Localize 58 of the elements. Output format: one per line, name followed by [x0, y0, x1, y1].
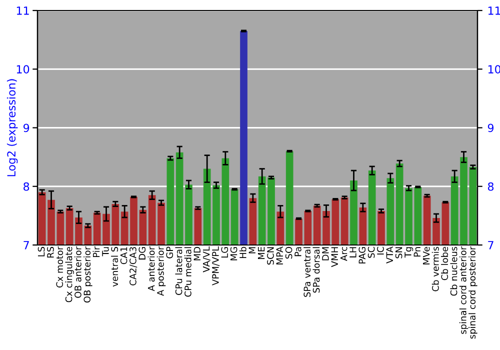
x-tick-label: RS — [47, 246, 54, 258]
x-tick-label: CPu medial — [184, 247, 192, 297]
x-tick-label: spinal cord anterior — [459, 246, 468, 334]
y2-tick-label: 7 — [488, 241, 494, 250]
x-tick-label: SCN — [267, 247, 274, 265]
x-tick-label: Tu — [102, 247, 109, 256]
x-tick-label: VA/VL — [202, 246, 210, 272]
x-tick-label: SC — [368, 246, 375, 258]
x-tick-label: Hb — [239, 246, 246, 258]
x-tick-label: Pn — [414, 247, 420, 257]
x-tick-label: OB anterior — [74, 246, 82, 298]
x-tick-label: VMH — [331, 247, 338, 268]
x-tick-label: LG — [221, 247, 228, 258]
x-tick-label: DM — [322, 247, 329, 260]
x-tick-label: MPA — [276, 246, 283, 264]
y2-tick-label: 9 — [488, 124, 494, 132]
x-tick-label: CA1 — [120, 247, 128, 264]
x-tick-label: Cx cingulate — [65, 246, 74, 302]
x-tick-label: Cb nucleus — [450, 246, 458, 296]
x-tick-label: Tg — [404, 247, 414, 258]
x-tick-label: A anterior — [148, 246, 155, 292]
x-tick-label: MVe — [422, 246, 430, 264]
x-tick-label: CPu lateral — [175, 247, 182, 295]
y2-tick-label: 8 — [488, 182, 494, 191]
x-tick-label: Cb vermis — [432, 246, 439, 292]
x-tick-label: A posterior — [156, 246, 166, 296]
x-tick-label: LH — [350, 247, 356, 258]
x-tick-label: VPM/VPL — [212, 246, 220, 286]
x-tick-label: LS — [38, 246, 45, 256]
x-tick-label: MD — [194, 246, 200, 260]
x-tick-label: Arc — [340, 246, 348, 261]
x-tick-label: ME — [258, 246, 265, 259]
x-tick-label: SPa dorsal — [312, 247, 320, 293]
x-tick-label: SN — [395, 247, 402, 258]
x-tick-label: MG — [230, 247, 238, 260]
x-tick-label: SO — [285, 246, 292, 259]
x-tick-label: M — [248, 247, 256, 254]
x-tick-label: Pir — [92, 246, 100, 257]
y-axis-title: Log2 (expression) — [6, 79, 18, 176]
x-tick-label: DG — [138, 247, 146, 260]
y-tick-label: 10 — [16, 65, 30, 74]
x-tick-label: Cb lobe — [441, 246, 448, 280]
y-tick-label: 9 — [23, 124, 30, 132]
y-tick-label: 7 — [24, 241, 29, 250]
x-tick-label: SPa ventral — [304, 247, 311, 297]
x-tick-label: ventral S — [111, 246, 118, 287]
x-tick-label: VTA — [386, 246, 393, 264]
y2-tick-label: 11 — [488, 6, 500, 15]
x-tick-label: OB posterior — [84, 246, 92, 303]
x-tick-label: PAG — [358, 247, 366, 264]
x-tick-label: CA2/CA3 — [130, 247, 138, 286]
x-tick-label: Pa — [294, 247, 302, 256]
y-tick-label: 11 — [16, 6, 29, 15]
y-tick-label: 8 — [24, 182, 30, 191]
x-tick-label: Cx motor — [56, 246, 64, 288]
x-tick-label: IC — [377, 246, 384, 254]
x-tick-label: spinal cord posterior — [468, 246, 478, 339]
x-tick-label: GP — [166, 246, 174, 258]
